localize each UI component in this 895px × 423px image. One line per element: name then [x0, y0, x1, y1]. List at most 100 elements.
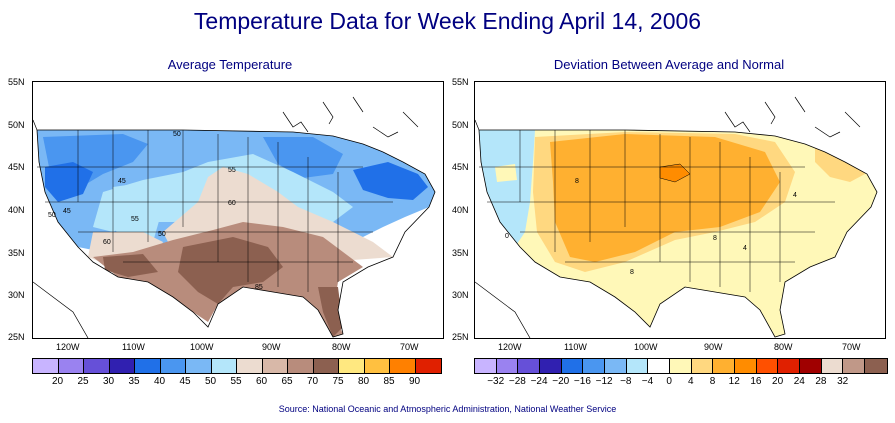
left-map-subtitle: Average Temperature — [167, 57, 293, 72]
legend-label: 65 — [281, 376, 293, 387]
legend-label: −28 — [508, 376, 526, 387]
legend-swatch — [160, 359, 186, 373]
legend-swatch — [843, 359, 866, 373]
legend-swatch — [691, 359, 714, 373]
legend-label: −12 — [595, 376, 613, 387]
page-title: Temperature Data for Week Ending April 1… — [193, 8, 702, 34]
legend-swatch — [262, 359, 288, 373]
lon-label: 80W — [332, 342, 351, 352]
legend-swatch — [561, 359, 584, 373]
legend-label: −32 — [487, 376, 505, 387]
contour-label: 50 — [158, 231, 166, 238]
contour-label: 0 — [505, 233, 509, 240]
temp-band-40-ne — [353, 162, 428, 200]
right-legend-bar — [474, 358, 888, 374]
right-map-subtitle: Deviation Between Average and Normal — [553, 57, 785, 72]
legend-swatch — [237, 359, 263, 373]
lon-label: 90W — [704, 342, 723, 352]
lat-label: 40N — [8, 205, 25, 215]
legend-swatch — [756, 359, 779, 373]
contour-label: 50 — [48, 212, 56, 219]
lon-label: 70W — [842, 342, 861, 352]
legend-label: 8 — [709, 376, 716, 387]
contour-label: 60 — [103, 239, 111, 246]
contour-label: 45 — [118, 178, 126, 185]
temp-band-55-west — [113, 182, 163, 247]
lat-label: 40N — [452, 205, 469, 215]
legend-label: 30 — [102, 376, 115, 387]
legend-label: 12 — [728, 376, 740, 387]
lon-label: 110W — [564, 342, 587, 352]
us-outline — [478, 129, 878, 338]
contour-label: 45 — [63, 208, 71, 215]
contour-label: 50 — [173, 131, 181, 138]
legend-swatch — [800, 359, 822, 373]
legend-label: −16 — [573, 376, 591, 387]
legend-label: 60 — [255, 376, 268, 387]
right-map-svg: 8 0 8 4 8 4 — [475, 82, 885, 338]
left-map: 50 55 60 45 55 50 50 45 60 85 — [32, 81, 444, 339]
legend-label: 75 — [332, 376, 344, 387]
right-map: 8 0 8 4 8 4 — [474, 81, 886, 339]
ocean-mask — [475, 82, 885, 338]
legend-label: 16 — [750, 376, 762, 387]
lon-label: 120W — [498, 342, 522, 352]
legend-swatch — [626, 359, 649, 373]
legend-swatch — [211, 359, 237, 373]
legend-label: 20 — [772, 376, 784, 387]
legend-swatch — [84, 359, 110, 373]
lat-label: 35N — [452, 248, 469, 258]
contour-label: 85 — [255, 284, 263, 291]
us-outline — [36, 129, 436, 338]
legend-label: 45 — [179, 376, 191, 387]
state-lines — [37, 130, 393, 292]
dev-band-neg4 — [479, 130, 535, 247]
lat-label: 30N — [8, 290, 25, 300]
lat-label: 45N — [8, 162, 25, 172]
legend-swatch — [496, 359, 519, 373]
legend-swatch — [135, 359, 161, 373]
legend-swatch — [518, 359, 541, 373]
contour-label: 60 — [228, 200, 236, 207]
legend-swatch — [865, 359, 887, 373]
lon-label: 100W — [190, 342, 214, 352]
legend-label: 0 — [666, 376, 672, 387]
lon-label: 120W — [56, 342, 80, 352]
lat-label: 25N — [8, 332, 25, 342]
dev-band-12 — [550, 134, 780, 262]
legend-swatch — [605, 359, 627, 373]
legend-swatch — [821, 359, 844, 373]
legend-label: 35 — [128, 376, 140, 387]
lat-label: 25N — [452, 332, 469, 342]
temp-band-40 — [45, 162, 93, 202]
temp-band-70 — [178, 237, 283, 304]
legend-label: 24 — [793, 376, 805, 387]
legend-label: 28 — [815, 376, 827, 387]
legend-swatch — [475, 359, 497, 373]
legend-swatch — [778, 359, 801, 373]
legend-swatch — [339, 359, 365, 373]
contour-label: 55 — [131, 216, 139, 223]
legend-swatch — [186, 359, 212, 373]
legend-label: 32 — [837, 376, 849, 387]
legend-label: 90 — [408, 376, 421, 387]
legend-label: −20 — [552, 376, 570, 387]
legend-label: 20 — [51, 376, 64, 387]
lat-label: 50N — [452, 120, 469, 130]
legend-swatch — [713, 359, 736, 373]
legend-swatch — [58, 359, 84, 373]
lon-label: 90W — [262, 342, 281, 352]
legend-label: 50 — [204, 376, 217, 387]
legend-label: −24 — [530, 376, 548, 387]
legend-swatch — [735, 359, 757, 373]
legend-label: 25 — [77, 376, 89, 387]
legend-swatch — [648, 359, 671, 373]
state-lines — [479, 130, 835, 292]
legend-swatch — [390, 359, 416, 373]
legend-swatch — [33, 359, 59, 373]
legend-swatch — [415, 359, 441, 373]
contour-label: 8 — [630, 269, 634, 276]
dev-band-0-nw — [495, 164, 517, 182]
lon-label: 80W — [774, 342, 793, 352]
legend-swatch — [313, 359, 339, 373]
